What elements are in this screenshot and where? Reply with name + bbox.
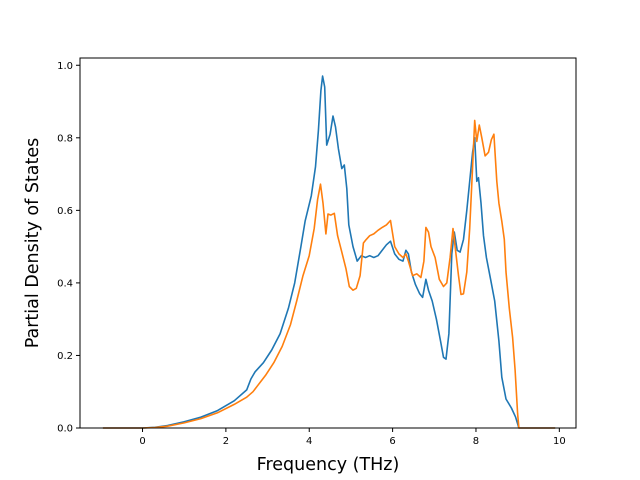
series-line-2 <box>102 119 556 429</box>
y-axis-label: Partial Density of States <box>23 138 43 349</box>
plot-lines <box>102 75 556 429</box>
y-tick-label: 0.0 <box>57 424 73 435</box>
x-tick-label: 2 <box>223 436 229 447</box>
plot-frame <box>79 57 577 429</box>
y-tick-label: 0.6 <box>57 206 73 217</box>
x-tick-label: 6 <box>389 436 395 447</box>
axis-ticks: 0 2 4 6 8 10 0.0 0.2 0.4 0.6 0.8 1.0 <box>57 61 566 447</box>
x-tick-label: 8 <box>473 436 479 447</box>
y-tick-label: 0.2 <box>57 351 73 362</box>
y-tick-label: 0.4 <box>57 278 73 289</box>
x-axis-label: Frequency (THz) <box>257 455 400 475</box>
y-tick-label: 1.0 <box>57 61 73 72</box>
y-tick-label: 0.8 <box>57 133 73 144</box>
series-line-1 <box>102 75 556 429</box>
x-tick-label: 10 <box>553 436 566 447</box>
x-tick-label: 4 <box>306 436 312 447</box>
x-tick-label: 0 <box>139 436 145 447</box>
